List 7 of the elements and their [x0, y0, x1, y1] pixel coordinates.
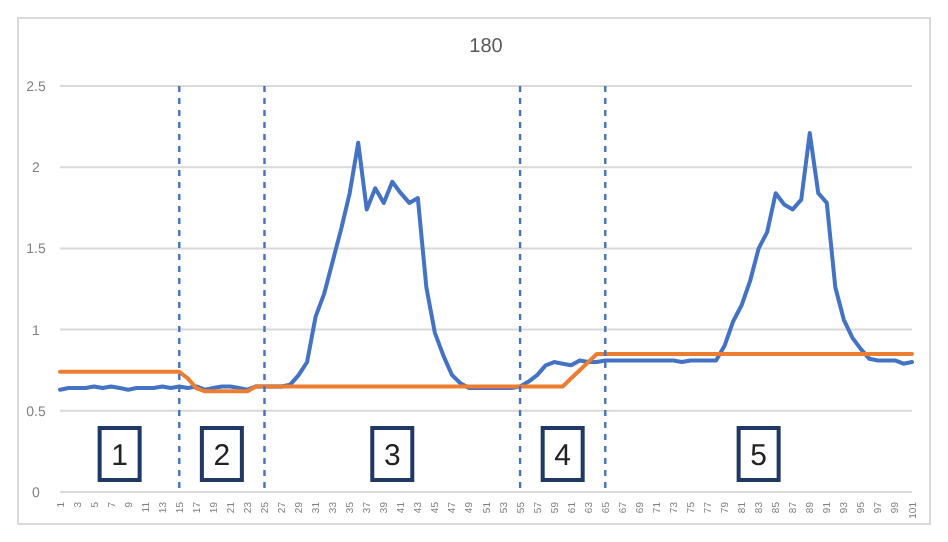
annotation: 3 [383, 438, 401, 473]
chart-title: 180 [469, 36, 504, 58]
annotation: 5 [750, 438, 767, 473]
annotation: 2 [213, 438, 231, 473]
line-series [58, 351, 914, 394]
annotation: 4 [554, 438, 572, 473]
annotation: 1 [111, 438, 128, 473]
